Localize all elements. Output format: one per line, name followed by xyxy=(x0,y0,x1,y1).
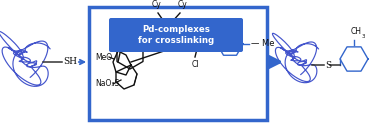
Text: Cl: Cl xyxy=(191,60,199,69)
Text: NaO₃S: NaO₃S xyxy=(95,80,119,89)
Text: SH: SH xyxy=(63,58,77,67)
Text: Cy: Cy xyxy=(151,0,161,9)
Text: 3: 3 xyxy=(362,34,366,39)
Text: CH: CH xyxy=(351,27,362,36)
Text: Pd-complexes
for crosslinking: Pd-complexes for crosslinking xyxy=(138,25,214,45)
Bar xyxy=(89,7,267,120)
Text: P: P xyxy=(164,22,172,32)
FancyBboxPatch shape xyxy=(109,18,243,52)
Text: Cy: Cy xyxy=(177,0,187,9)
Text: S: S xyxy=(325,60,331,69)
Text: — Me: — Me xyxy=(251,39,274,49)
Text: MeO: MeO xyxy=(95,52,112,61)
Text: Pd: Pd xyxy=(191,39,206,49)
Text: OMe: OMe xyxy=(175,45,191,51)
